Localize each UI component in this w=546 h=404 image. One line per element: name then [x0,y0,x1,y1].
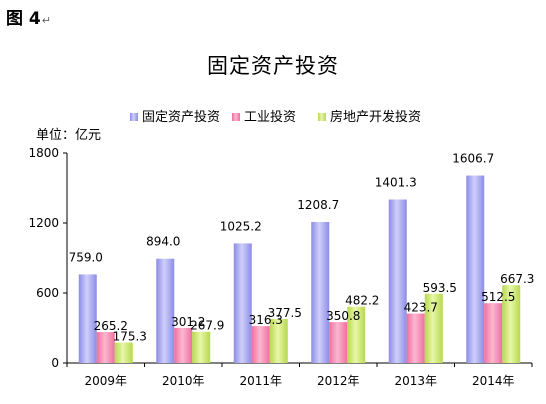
bar-real-estate [502,285,521,363]
data-label: 175.3 [113,330,147,344]
bar-fixed-asset [156,258,175,363]
bar-industrial [251,326,270,363]
data-label: 1025.2 [220,219,262,233]
data-label: 1401.3 [375,176,417,190]
bar-fixed-asset [388,199,407,363]
data-label: 759.0 [69,250,103,264]
bar-real-estate [424,293,443,363]
bar-real-estate [114,342,133,363]
bar-fixed-asset [78,274,97,363]
data-label: 593.5 [423,281,457,295]
x-tick-label: 2013年 [394,374,437,388]
y-tick-label: 600 [36,286,59,300]
data-label: 894.0 [146,235,180,249]
y-tick-label: 0 [51,356,59,370]
x-tick-label: 2014年 [472,374,515,388]
data-label: 350.8 [326,309,360,323]
bar-real-estate [269,318,288,363]
bar-industrial [96,332,115,363]
legend: 固定资产投资 工业投资 房地产开发投资 [130,109,421,125]
data-label: 423.7 [404,301,438,315]
data-label: 482.2 [345,294,379,308]
legend-label: 房地产开发投资 [330,109,421,125]
data-label: 512.5 [481,290,515,304]
bar-real-estate [347,306,366,363]
data-label: 265.2 [94,319,128,333]
data-label: 316.3 [249,313,283,327]
data-label: 377.5 [268,306,302,320]
paragraph-mark: ↵ [41,14,51,27]
data-label: 1606.7 [452,152,494,166]
y-tick-label: 1800 [28,146,59,160]
x-tick-label: 2011年 [239,374,282,388]
unit-label: 单位：亿元 [36,128,102,143]
bar-industrial [174,327,193,363]
data-label: 301.2 [171,315,205,329]
bar-industrial [484,303,503,363]
data-label: 1208.7 [297,198,339,212]
legend-swatch [130,113,138,121]
bars [78,175,521,363]
x-tick-label: 2012年 [317,374,360,388]
bar-industrial [329,322,348,363]
data-label: 667.3 [500,272,534,286]
data-label: 267.9 [190,319,224,333]
legend-label: 工业投资 [244,109,296,125]
data-labels: 759.0 894.0 1025.2 1208.7 1401.3 1606.7 265.2 3… [69,152,535,344]
bar-fixed-asset [311,221,330,363]
bar-industrial [406,313,425,363]
axes: 0 600 1200 1800 2009年 2010年 2011年 2012年 2013年 201… [28,146,533,388]
bar-fixed-asset [233,243,252,363]
x-tick-label: 2009年 [84,374,127,388]
legend-label: 固定资产投资 [142,109,220,125]
legend-swatch [318,113,326,121]
y-tick-label: 1200 [28,216,59,230]
legend-swatch [232,113,240,121]
bar-real-estate [192,331,211,363]
bar-fixed-asset [466,175,485,363]
x-tick-label: 2010年 [162,374,205,388]
figure-label: 图 4↵ [6,9,51,29]
chart-title: 固定资产投资 [207,54,339,78]
